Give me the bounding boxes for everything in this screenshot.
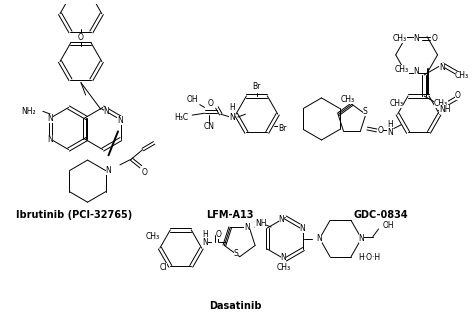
Text: N: N xyxy=(117,116,123,125)
Text: O: O xyxy=(142,168,147,177)
Text: S: S xyxy=(363,107,368,116)
Text: Br: Br xyxy=(253,82,261,91)
Text: N: N xyxy=(414,34,419,43)
Text: NH₂: NH₂ xyxy=(22,107,36,116)
Text: CN: CN xyxy=(204,122,215,131)
Text: H: H xyxy=(387,120,393,129)
Text: N: N xyxy=(47,113,54,123)
Text: O: O xyxy=(216,230,222,239)
Text: N: N xyxy=(281,253,286,262)
Text: O: O xyxy=(432,34,438,43)
Text: O: O xyxy=(207,99,213,108)
Text: NH: NH xyxy=(255,219,266,228)
Text: Dasatinib: Dasatinib xyxy=(209,301,261,311)
Text: N: N xyxy=(358,234,365,243)
Text: N: N xyxy=(245,222,250,232)
Text: N: N xyxy=(455,72,460,81)
Text: O: O xyxy=(78,33,84,42)
Text: N: N xyxy=(47,135,54,143)
Text: NH: NH xyxy=(439,105,451,114)
Text: H: H xyxy=(202,230,209,239)
Text: CH₃: CH₃ xyxy=(455,71,469,80)
Text: N: N xyxy=(279,215,284,224)
Text: CH₃: CH₃ xyxy=(276,263,291,272)
Text: CH₃: CH₃ xyxy=(341,95,355,104)
Text: LFM-A13: LFM-A13 xyxy=(207,210,254,220)
Text: Br: Br xyxy=(278,124,286,133)
Text: N: N xyxy=(439,63,445,72)
Text: GDC-0834: GDC-0834 xyxy=(353,210,408,220)
Text: O: O xyxy=(455,91,460,100)
Text: N: N xyxy=(106,166,111,175)
Text: S: S xyxy=(234,249,238,258)
Text: Ibrutinib (PCI-32765): Ibrutinib (PCI-32765) xyxy=(16,210,132,220)
Text: CH₃: CH₃ xyxy=(393,34,407,43)
Text: N: N xyxy=(104,107,109,116)
Text: N: N xyxy=(202,238,209,247)
Text: N: N xyxy=(300,224,305,234)
Text: H₃C: H₃C xyxy=(174,112,188,122)
Text: CH₃: CH₃ xyxy=(389,99,403,108)
Text: H: H xyxy=(229,103,235,112)
Text: H·O·H: H·O·H xyxy=(358,253,380,262)
Text: N: N xyxy=(317,234,322,243)
Text: CH₃: CH₃ xyxy=(395,65,409,74)
Text: N: N xyxy=(414,67,419,76)
Text: O: O xyxy=(377,126,383,135)
Text: CH₃: CH₃ xyxy=(434,99,448,108)
Text: Cl: Cl xyxy=(160,263,167,272)
Text: OH: OH xyxy=(383,221,394,230)
Text: N: N xyxy=(229,112,235,122)
Text: CH₃: CH₃ xyxy=(146,232,160,241)
Text: N: N xyxy=(387,128,393,137)
Text: OH: OH xyxy=(186,95,198,104)
